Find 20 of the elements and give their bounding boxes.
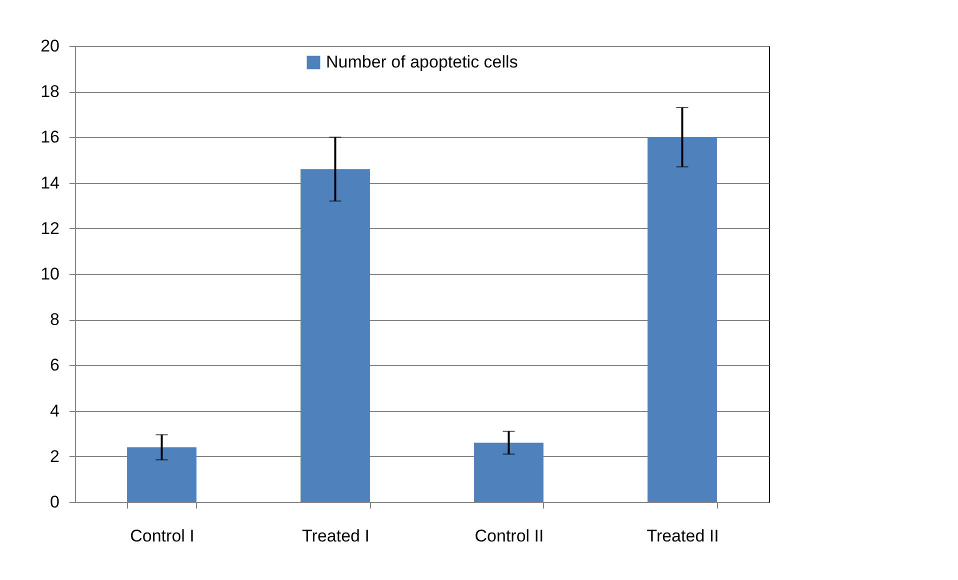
y-tick-label: 20: [40, 36, 60, 56]
y-tick-label: 8: [50, 310, 60, 330]
y-tick-label: 16: [40, 128, 60, 147]
y-tick-label: 12: [40, 218, 60, 238]
bar: [300, 169, 370, 502]
y-tick-label: 6: [50, 356, 60, 375]
bar: [474, 442, 544, 502]
bar: [648, 137, 717, 502]
y-tick-label: 10: [40, 264, 60, 284]
bar: [127, 447, 196, 502]
x-tick-label: Treated I: [302, 526, 370, 546]
x-tick-label: Treated II: [646, 526, 719, 546]
y-tick-label: 14: [40, 173, 60, 192]
x-tick-label: Control II: [474, 526, 544, 546]
y-tick-label: 18: [40, 82, 60, 102]
y-tick-label: 0: [50, 492, 60, 512]
x-tick-label: Control I: [130, 526, 194, 546]
y-tick-label: 2: [50, 446, 60, 466]
y-tick-label: 4: [50, 401, 60, 420]
legend-label: Number of apoptetic cells: [326, 52, 518, 72]
